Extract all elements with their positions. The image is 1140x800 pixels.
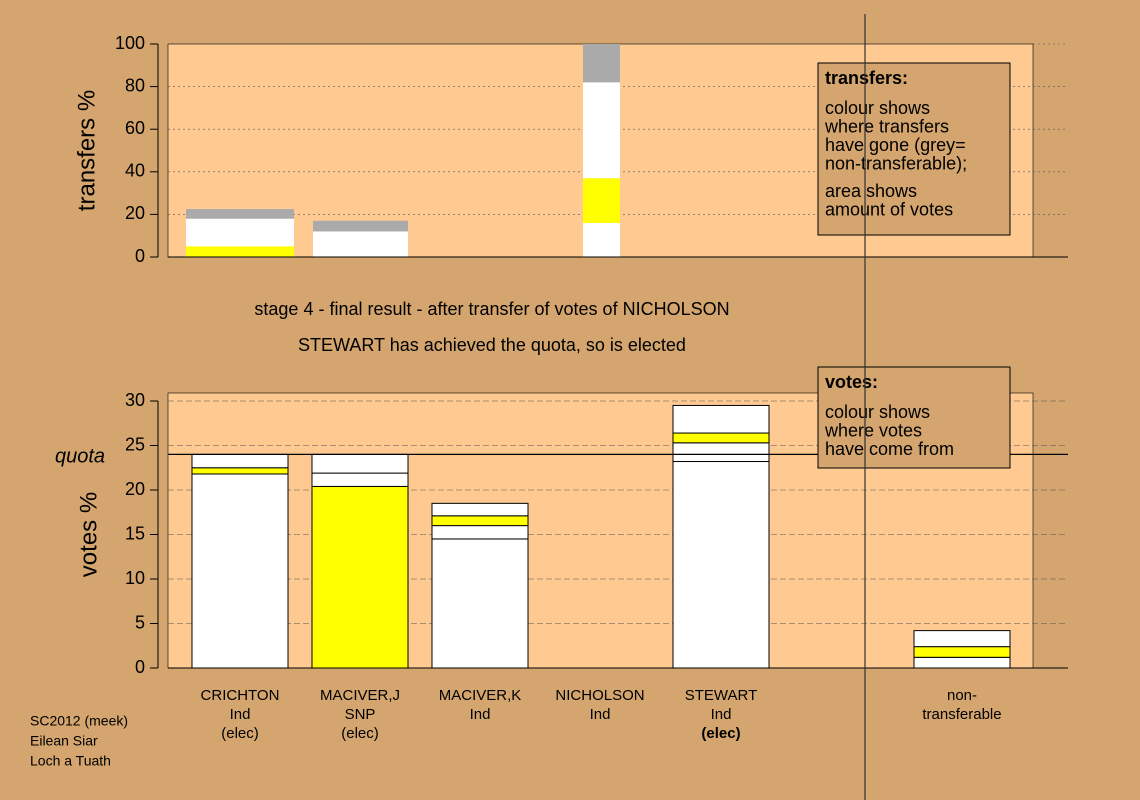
bar-segment [191,467,289,475]
legend-line: non-transferable); [825,153,967,173]
x-tick-label: Ind [470,706,491,723]
bar-segment [186,218,294,247]
x-tick-label: (elec) [341,725,379,742]
x-tick-label: non- [947,687,977,704]
x-tick-label: (elec) [221,725,259,742]
legend-line: have come from [825,439,954,459]
bar-segment [913,630,1011,648]
bar-segment [913,646,1011,658]
y-tick-label: 5 [135,612,145,632]
y-tick-label: 60 [125,118,145,138]
legend-line: colour shows [825,402,930,422]
legend-box [817,366,1011,469]
bar-segment [186,209,294,219]
x-tick-label: SNP [345,706,376,723]
x-tick-label: CRICHTON [201,687,280,704]
bar-segment [191,473,289,669]
y-tick-label: 20 [125,479,145,499]
bar-segment [583,44,620,83]
y-tick-label: 15 [125,523,145,543]
legend-line: where transfers [824,116,949,136]
bar-segment [672,432,770,444]
legend-title: votes: [825,372,878,392]
bar-segment [313,220,408,232]
x-tick-label: STEWART [685,687,758,704]
legend-line: where votes [824,420,922,440]
x-tick-label: Ind [711,706,732,723]
y-tick-label: 20 [125,203,145,223]
bar-segment [672,461,770,669]
legend-line: amount of votes [825,199,953,219]
footer-line: Loch a Tuath [30,753,111,769]
y-tick-label: 40 [125,161,145,181]
y-tick-label: 10 [125,568,145,588]
y-axis-label: votes % [75,492,102,577]
y-tick-label: 30 [125,390,145,410]
bar-segment [311,472,409,487]
bar-segment [583,222,620,257]
bar-segment [913,656,1011,669]
bar-segment [583,178,620,223]
legend-box [817,62,1011,236]
bar-segment [313,231,408,257]
x-tick-label: transferable [922,706,1001,723]
footer-line: Eilean Siar [30,733,98,749]
quota-label: quota [55,446,105,468]
footer-line: SC2012 (meek) [30,713,128,729]
y-tick-label: 0 [135,657,145,677]
bar-segment [186,246,294,257]
y-axis-label: transfers % [73,90,100,211]
bar-segment [191,453,289,469]
x-tick-label: MACIVER,K [439,687,522,704]
bar-segment [672,404,770,434]
bar-segment [672,442,770,463]
bar-segment [311,485,409,669]
x-tick-label: NICHOLSON [555,687,644,704]
x-tick-label: (elec) [701,725,740,742]
bar-segment [583,82,620,179]
legend-line: colour shows [825,98,930,118]
x-tick-label: Ind [230,706,251,723]
legend-title: transfers: [825,68,908,88]
y-tick-label: 100 [115,33,145,53]
stage-note: STEWART has achieved the quota, so is el… [298,335,686,355]
bar-segment [431,515,529,527]
x-tick-label: MACIVER,J [320,687,400,704]
bar-segment [431,525,529,540]
bar-segment [311,453,409,474]
legend-line: area shows [825,181,917,201]
legend-line: have gone (grey= [825,135,966,155]
y-tick-label: 0 [135,246,145,266]
y-tick-label: 25 [125,434,145,454]
x-tick-label: Ind [590,706,611,723]
bar-segment [431,538,529,669]
bar-segment [431,502,529,517]
y-tick-label: 80 [125,75,145,95]
stage-title: stage 4 - final result - after transfer … [254,299,729,319]
